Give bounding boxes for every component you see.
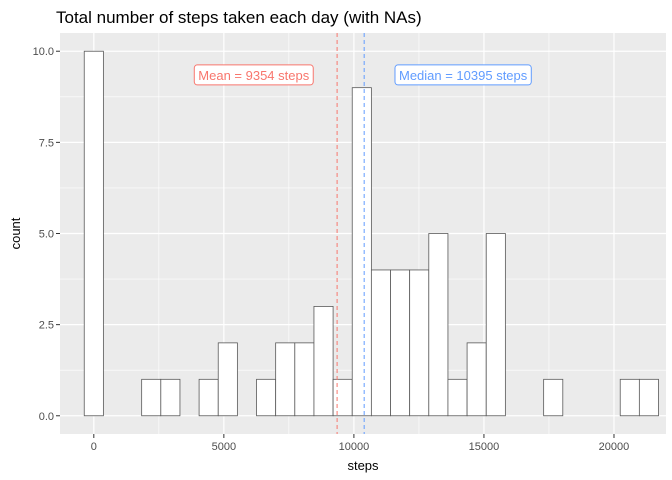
y-tick-label: 0.0	[39, 411, 54, 423]
histogram-bar	[390, 269, 411, 417]
y-tick-label: 5.0	[39, 229, 54, 241]
histogram-bar	[313, 306, 334, 417]
x-tick-label: 5000	[212, 441, 236, 453]
histogram-bar	[141, 378, 162, 417]
histogram-bar	[83, 50, 104, 417]
annotation-label: Mean = 9354 steps	[198, 68, 309, 83]
annotation-box	[394, 64, 532, 86]
histogram-bar	[619, 378, 640, 417]
histogram-bar	[332, 378, 353, 417]
annotation-label: Median = 10395 steps	[399, 68, 528, 83]
histogram-bar	[256, 378, 277, 417]
annotations: Mean = 9354 steps Median = 10395 steps	[193, 64, 532, 86]
y-axis-title: count	[8, 217, 23, 249]
histogram-bar	[466, 342, 487, 417]
histogram-bar	[638, 378, 659, 417]
x-axis-title: steps	[347, 458, 379, 473]
histogram-bar	[160, 378, 181, 417]
x-axis: 0 5000 10000 15000 20000	[91, 434, 630, 453]
histogram-bar	[370, 269, 391, 417]
histogram-bar	[198, 378, 219, 417]
reference-lines	[336, 33, 365, 434]
histogram-bars	[83, 50, 659, 417]
histogram-bar	[543, 378, 564, 417]
histogram-bar	[294, 342, 315, 417]
x-tick-label: 0	[91, 441, 97, 453]
y-tick-label: 2.5	[39, 320, 54, 332]
x-tick-label: 20000	[599, 441, 630, 453]
histogram-bar	[409, 269, 430, 417]
annotation-box	[193, 64, 314, 86]
histogram-bar	[447, 378, 468, 417]
histogram-bar	[485, 233, 506, 417]
histogram-bar	[428, 233, 449, 417]
x-tick-label: 10000	[339, 441, 370, 453]
x-tick-label: 15000	[469, 441, 500, 453]
histogram-bar	[275, 342, 296, 417]
y-tick-label: 10.0	[33, 46, 54, 58]
y-tick-label: 7.5	[39, 137, 54, 149]
histogram-bar	[217, 342, 238, 417]
histogram-bar	[351, 87, 372, 417]
chart-title: Total number of steps taken each day (wi…	[56, 8, 422, 27]
y-axis: 0.0 2.5 5.0 7.5 10.0	[33, 46, 60, 423]
